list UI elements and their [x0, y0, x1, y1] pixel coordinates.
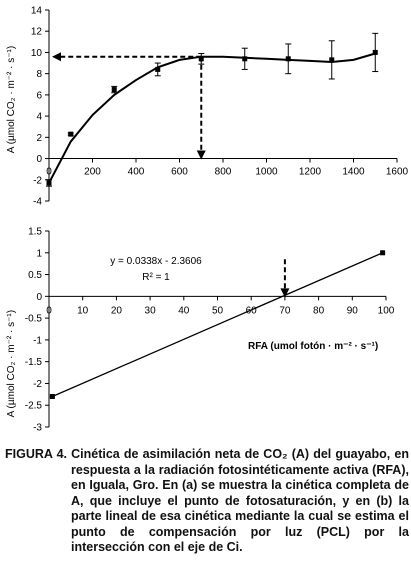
y-tick-label: 0.5 — [28, 270, 42, 281]
caption-line-6: mediante la cual se estima el punto de — [71, 509, 409, 539]
r-squared-label: R² = 1 — [142, 272, 170, 283]
y-tick-label: 8 — [36, 69, 42, 80]
x-tick-label: 600 — [171, 167, 188, 178]
caption-line-2: en respuesta a la radiación fotosintétic… — [71, 447, 409, 477]
x-tick-label: 10 — [77, 305, 89, 316]
chart-a: -4 -2 0 2 4 6 8 10 12 14 0 200 400 600 800 1000 1200 1400… — [6, 6, 409, 208]
caption-paragraph: FIGURA 4. Cinética de asimilación neta d… — [5, 447, 409, 556]
x-tick-label: 1600 — [386, 167, 409, 178]
x-tick-label: 40 — [178, 305, 190, 316]
y-tick-label: 2 — [36, 133, 42, 144]
x-tick-label: 0 — [46, 305, 52, 316]
caption-line-7: compensación por luz (PCL) por la inters… — [71, 524, 409, 555]
caption-line-8: el eje de Ci. — [173, 540, 243, 554]
x-tick-label: 30 — [145, 305, 157, 316]
x-tick-label: 20 — [111, 305, 123, 316]
y-tick-label: 4 — [36, 112, 42, 123]
x-tick-label: 50 — [212, 305, 224, 316]
x-tick-label: 1000 — [255, 167, 278, 178]
y-tick-label: 10 — [31, 48, 43, 59]
y-tick-label: 6 — [36, 90, 42, 101]
x-tick-label: 1200 — [299, 167, 322, 178]
data-point — [49, 394, 55, 400]
y-axis-label: A (µmol CO₂ · m⁻² · s⁻¹) — [6, 46, 17, 153]
y-tick-label: 1 — [36, 248, 42, 259]
x-axis-label: RFA (umol fotón · m⁻² · s⁻¹) — [248, 341, 378, 352]
y-tick-label: -1.5 — [25, 357, 43, 368]
data-point — [380, 250, 386, 256]
data-point — [242, 56, 248, 62]
x-tick-label: 100 — [378, 305, 395, 316]
x-tick-label: 60 — [246, 305, 258, 316]
y-tick-label: 0 — [36, 154, 42, 165]
arrowhead-down — [196, 150, 206, 160]
x-tick-label: 800 — [215, 167, 232, 178]
chart-b: -3-2.5-2-1.5-1-0.500.511.50 10 20 30 40 50 60 7… — [6, 227, 395, 434]
data-point — [46, 180, 52, 186]
y-axis-label: A (µmol CO₂ · m⁻² · s⁻¹) — [6, 310, 17, 417]
caption-line-3: (RFA), en Iguala, Gro. En (a) se muestra… — [71, 462, 409, 493]
figure-caption: FIGURA 4. Cinética de asimilación neta d… — [5, 447, 409, 556]
arrowhead-down — [280, 288, 290, 298]
caption-label: FIGURA 4. — [5, 447, 67, 461]
y-tick-label: 12 — [31, 27, 43, 38]
data-point — [372, 49, 378, 55]
data-point — [329, 57, 335, 63]
y-tick-label: -2.5 — [25, 401, 43, 412]
caption-line-1: Cinética de asimilación neta de CO₂ (A) … — [71, 447, 391, 461]
y-tick-label: -0.5 — [25, 314, 43, 325]
caption-line-5: fotosaturación, y en (b) la parte lineal… — [71, 493, 409, 524]
x-tick-label: 200 — [84, 167, 101, 178]
data-point — [155, 66, 161, 72]
fit-curve — [48, 52, 376, 184]
y-tick-label: 14 — [31, 6, 43, 17]
y-tick-label: -3 — [33, 423, 42, 434]
arrowhead-left — [52, 52, 61, 62]
x-tick-label: 400 — [128, 167, 145, 178]
regression-line — [52, 252, 383, 398]
y-tick-label: -2 — [33, 175, 42, 186]
y-tick-label: 0 — [36, 292, 42, 303]
x-tick-label: 80 — [313, 305, 325, 316]
x-tick-label: 90 — [347, 305, 359, 316]
y-tick-label: -1 — [33, 335, 42, 346]
y-tick-label: -4 — [33, 197, 42, 208]
x-tick-label: 0 — [46, 167, 52, 178]
y-tick-label: 1.5 — [28, 227, 42, 238]
x-tick-label: 1400 — [342, 167, 365, 178]
y-tick-label: -2 — [33, 379, 42, 390]
data-point — [111, 87, 117, 93]
caption-line-4: completa de A, que incluye el punto de — [71, 478, 409, 508]
x-tick-label: 70 — [279, 305, 291, 316]
data-point — [68, 131, 74, 137]
data-point — [285, 56, 291, 62]
equation-label: y = 0.0338x - 2.3606 — [110, 256, 202, 267]
